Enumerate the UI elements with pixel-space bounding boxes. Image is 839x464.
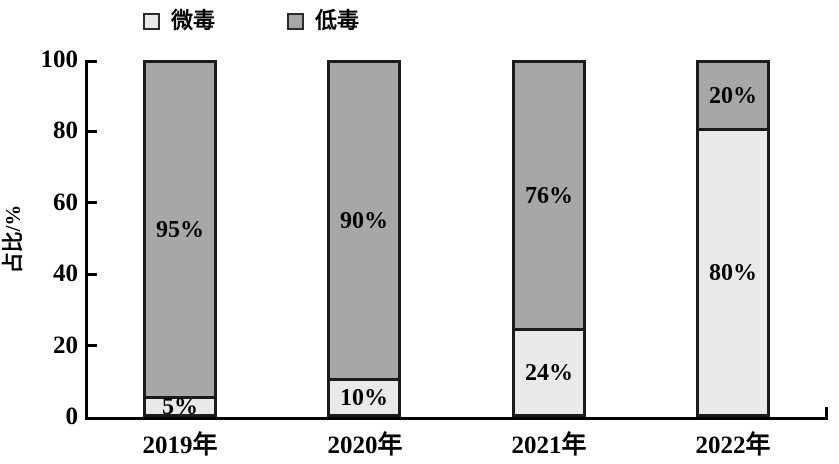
y-tick-label-100: 100 — [40, 46, 79, 73]
y-tick-label-0: 0 — [65, 403, 79, 430]
bar-2022: 20% 80% — [696, 60, 770, 417]
bar-value-label: 76% — [525, 182, 573, 209]
x-tick-label-2019: 2019年 — [142, 432, 218, 459]
segment-low-toxic-2021: 76% — [512, 60, 586, 332]
bar-value-label: 20% — [709, 82, 757, 109]
segment-low-toxic-2022: 20% — [696, 60, 770, 132]
y-tick-mark-80 — [88, 130, 97, 133]
y-tick-mark-40 — [88, 273, 97, 276]
bar-2020: 90% 10% — [327, 60, 401, 417]
bar-value-label: 24% — [525, 359, 573, 386]
segment-slightly-toxic-2021: 24% — [512, 331, 586, 417]
legend-item-slightly-toxic: 微毒 — [143, 8, 215, 34]
legend-label-low-toxic: 低毒 — [315, 8, 360, 33]
bar-value-label: 90% — [340, 207, 388, 234]
segment-slightly-toxic-2020: 10% — [327, 381, 401, 417]
bar-value-label: 10% — [340, 384, 388, 411]
x-axis-end-tick — [825, 407, 828, 417]
bar-2021: 76% 24% — [512, 60, 586, 417]
legend-label-slightly-toxic: 微毒 — [171, 8, 216, 33]
legend-item-low-toxic: 低毒 — [287, 8, 359, 34]
y-tick-mark-100 — [88, 60, 97, 63]
bar-2019: 95% 5% — [143, 60, 217, 419]
bar-value-label: 80% — [709, 259, 757, 286]
x-tick-label-2021: 2021年 — [511, 432, 587, 459]
legend-swatch-slightly-toxic-icon — [143, 12, 160, 30]
plot-area: 95% 5% 90% 10% 76% 24% — [85, 60, 828, 420]
legend-swatch-low-toxic-icon — [287, 12, 304, 30]
y-tick-mark-60 — [88, 201, 97, 204]
y-tick-mark-20 — [88, 344, 97, 347]
x-tick-label-2022: 2022年 — [695, 432, 771, 459]
y-tick-label-60: 60 — [53, 189, 78, 216]
y-tick-label-20: 20 — [53, 332, 78, 359]
bar-value-label: 5% — [162, 393, 198, 420]
segment-slightly-toxic-2022: 80% — [696, 131, 770, 417]
x-tick-label-2020: 2020年 — [327, 432, 403, 459]
y-tick-label-80: 80 — [53, 117, 78, 144]
y-tick-label-40: 40 — [53, 260, 78, 287]
segment-low-toxic-2020: 90% — [327, 60, 401, 382]
bar-value-label: 95% — [156, 216, 204, 243]
segment-slightly-toxic-2019: 5% — [143, 395, 217, 419]
segment-low-toxic-2019: 95% — [143, 60, 217, 400]
